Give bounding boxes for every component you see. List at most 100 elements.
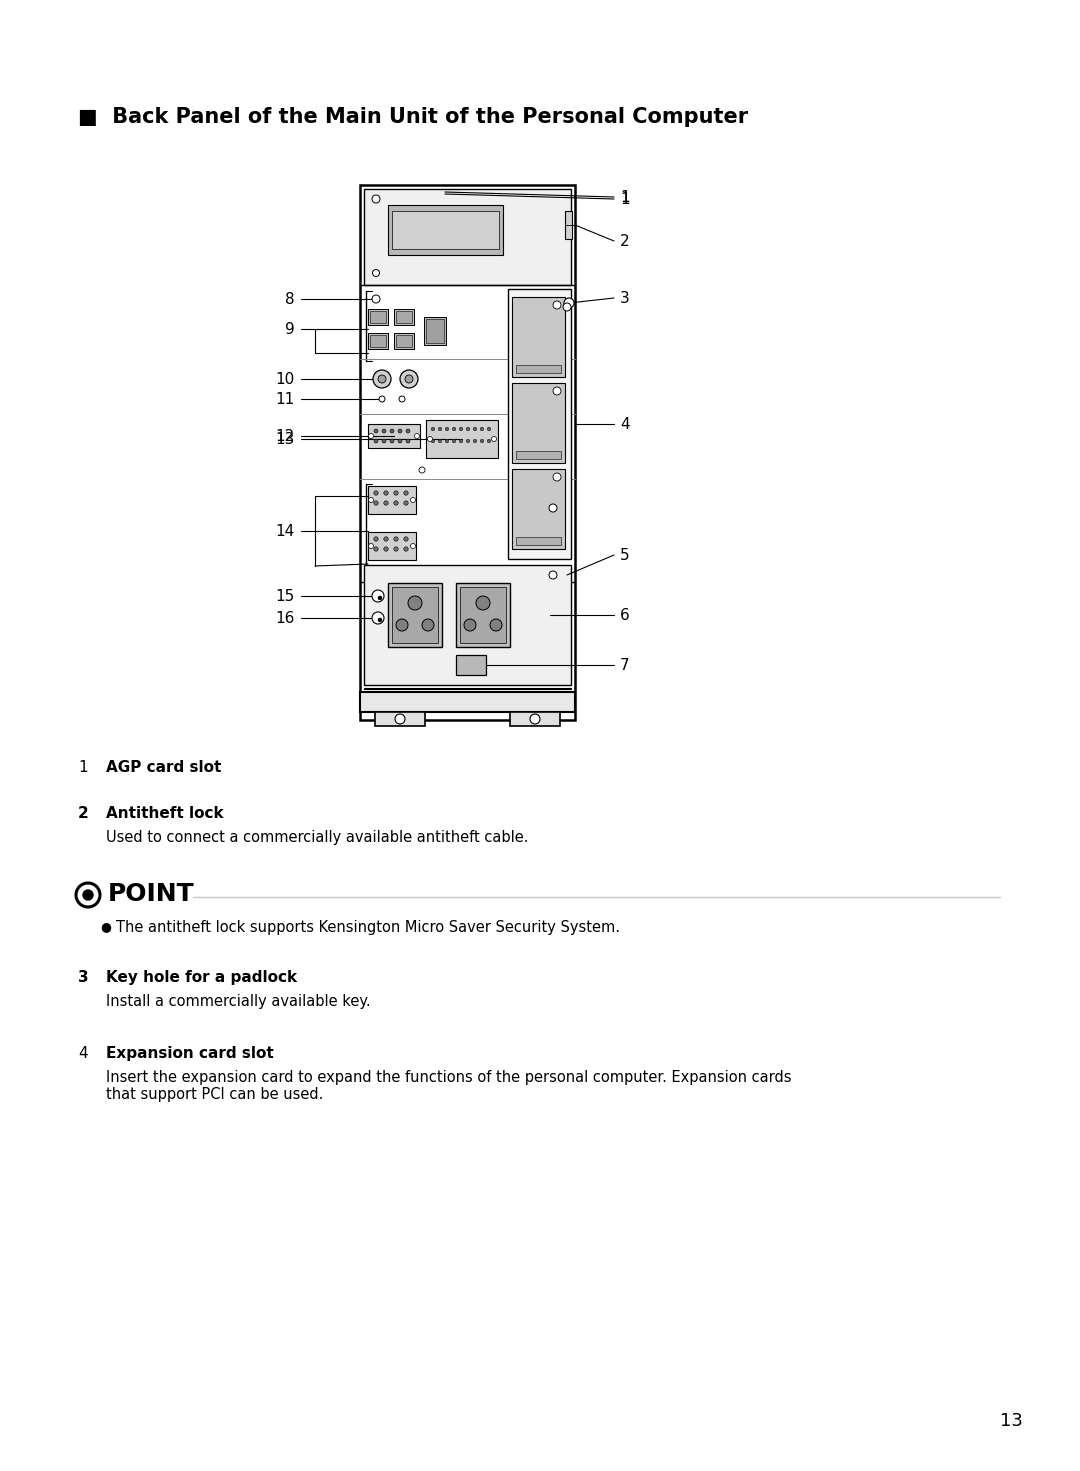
Circle shape [445,440,449,443]
Circle shape [390,438,394,443]
Text: POINT: POINT [108,883,194,906]
Circle shape [453,427,456,431]
Circle shape [491,437,497,441]
Circle shape [481,427,484,431]
Bar [368,309,388,325]
Circle shape [383,547,388,552]
Bar [456,583,510,647]
Text: 12: 12 [275,428,295,443]
Circle shape [404,537,408,541]
Circle shape [438,427,442,431]
Circle shape [394,537,399,541]
Text: Antitheft lock: Antitheft lock [106,806,224,821]
Circle shape [374,430,378,432]
Bar [512,297,565,377]
Bar [426,421,498,457]
Bar [508,288,571,559]
Bar [360,691,575,712]
Circle shape [419,466,426,474]
Circle shape [549,505,557,512]
Text: Expansion card slot: Expansion card slot [106,1046,273,1061]
Circle shape [374,491,378,496]
Circle shape [399,430,402,432]
Text: ■  Back Panel of the Main Unit of the Personal Computer: ■ Back Panel of the Main Unit of the Per… [78,107,748,127]
Text: AGP card slot: AGP card slot [106,761,221,775]
Circle shape [394,547,399,552]
Circle shape [76,883,100,908]
Circle shape [372,590,384,602]
Circle shape [374,500,378,505]
Circle shape [428,437,432,441]
Circle shape [406,438,410,443]
Bar [368,332,388,349]
Circle shape [490,619,502,631]
Bar [375,712,426,727]
Circle shape [473,427,476,431]
Bar [364,565,571,685]
Circle shape [374,438,378,443]
Circle shape [467,440,470,443]
Text: 1: 1 [620,191,630,206]
Text: 13: 13 [1000,1412,1023,1430]
Text: 9: 9 [285,322,295,337]
Circle shape [390,430,394,432]
Bar [368,485,416,513]
Circle shape [438,440,442,443]
Text: 10: 10 [275,372,295,387]
Circle shape [410,543,416,549]
Bar [392,210,499,249]
Circle shape [83,890,93,900]
Bar [388,204,503,254]
Circle shape [564,299,573,307]
Text: 2: 2 [78,806,89,821]
Circle shape [404,491,408,496]
Circle shape [476,596,490,610]
Circle shape [382,430,386,432]
Circle shape [473,440,476,443]
Circle shape [405,375,413,382]
Text: 14: 14 [275,524,295,538]
Bar [368,533,416,560]
Circle shape [549,571,557,580]
Circle shape [487,440,490,443]
Circle shape [404,500,408,505]
Circle shape [404,547,408,552]
Bar [426,319,444,343]
Circle shape [399,438,402,443]
Circle shape [422,619,434,631]
Circle shape [383,491,388,496]
Bar [460,587,507,643]
Circle shape [399,396,405,402]
Text: ●: ● [100,919,111,933]
Bar [394,309,414,325]
Circle shape [464,619,476,631]
Circle shape [445,427,449,431]
Text: 1: 1 [620,190,630,204]
Circle shape [373,269,379,277]
Circle shape [553,302,561,309]
Circle shape [408,596,422,610]
Text: 15: 15 [275,588,295,603]
Text: 4: 4 [78,1046,87,1061]
Bar [360,185,575,719]
Circle shape [553,387,561,396]
Text: 5: 5 [620,547,630,562]
Circle shape [378,618,382,622]
Circle shape [383,500,388,505]
Text: Insert the expansion card to expand the functions of the personal computer. Expa: Insert the expansion card to expand the … [106,1069,792,1102]
Text: Key hole for a padlock: Key hole for a padlock [106,969,297,986]
Circle shape [395,713,405,724]
Circle shape [453,440,456,443]
Circle shape [467,427,470,431]
Text: 8: 8 [285,291,295,306]
Circle shape [372,612,384,624]
Text: 3: 3 [620,290,630,306]
Circle shape [553,474,561,481]
Circle shape [372,196,380,203]
Bar [424,316,446,346]
Circle shape [481,440,484,443]
Circle shape [378,596,382,600]
Bar [388,583,442,647]
Text: 11: 11 [275,391,295,406]
Circle shape [400,371,418,388]
